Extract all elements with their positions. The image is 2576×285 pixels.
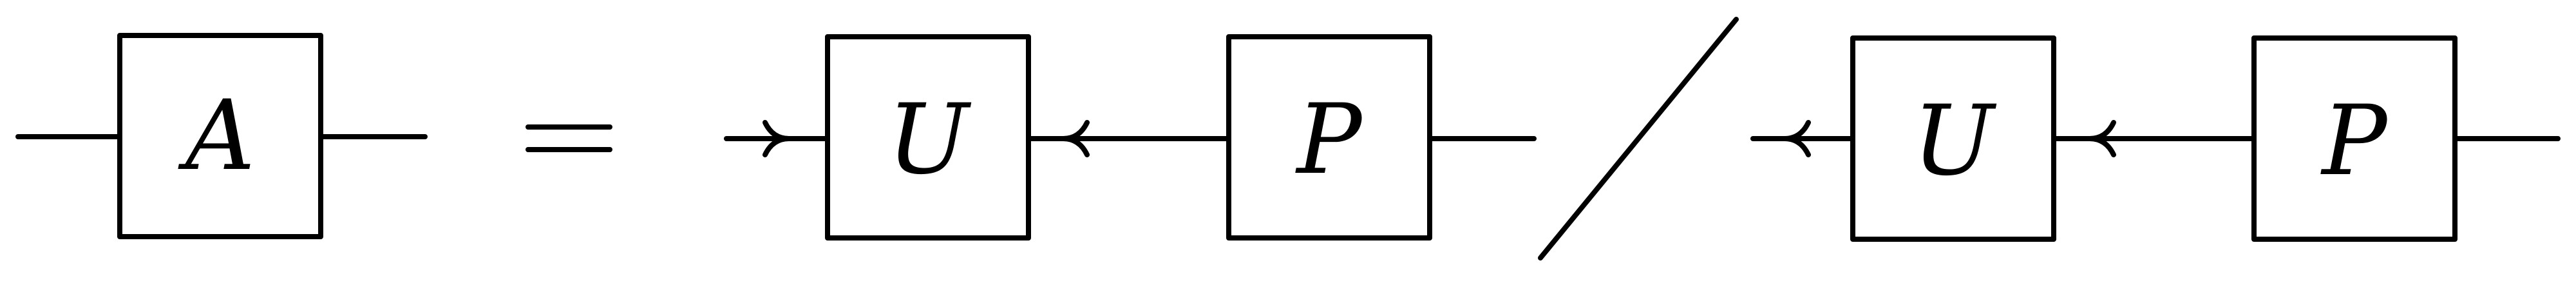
num-tensor-u-box (825, 34, 1031, 241)
division-slash (1538, 17, 1739, 260)
den-tensor-u-box (1850, 35, 2056, 242)
den-left-arrow (1782, 120, 1811, 157)
tensor-a-label: A (178, 80, 255, 192)
num-tensor-p-box (1226, 34, 1432, 241)
num-left-arrow (762, 120, 791, 157)
den-tensor-u-label: U (1913, 85, 1997, 197)
num-middle-arrow (1061, 120, 1090, 157)
denominator-network: U P (1750, 35, 2561, 242)
num-tensor-p-label: P (1295, 84, 1364, 196)
den-middle-arrow (2087, 120, 2116, 157)
num-tensor-u-label: U (887, 84, 972, 196)
lhs-tensor-a: A (15, 33, 428, 239)
numerator-network: U P (724, 34, 1537, 241)
den-tensor-p-box (2251, 35, 2458, 242)
den-tensor-p-label: P (2320, 85, 2389, 197)
equals-sign: = (526, 124, 612, 152)
